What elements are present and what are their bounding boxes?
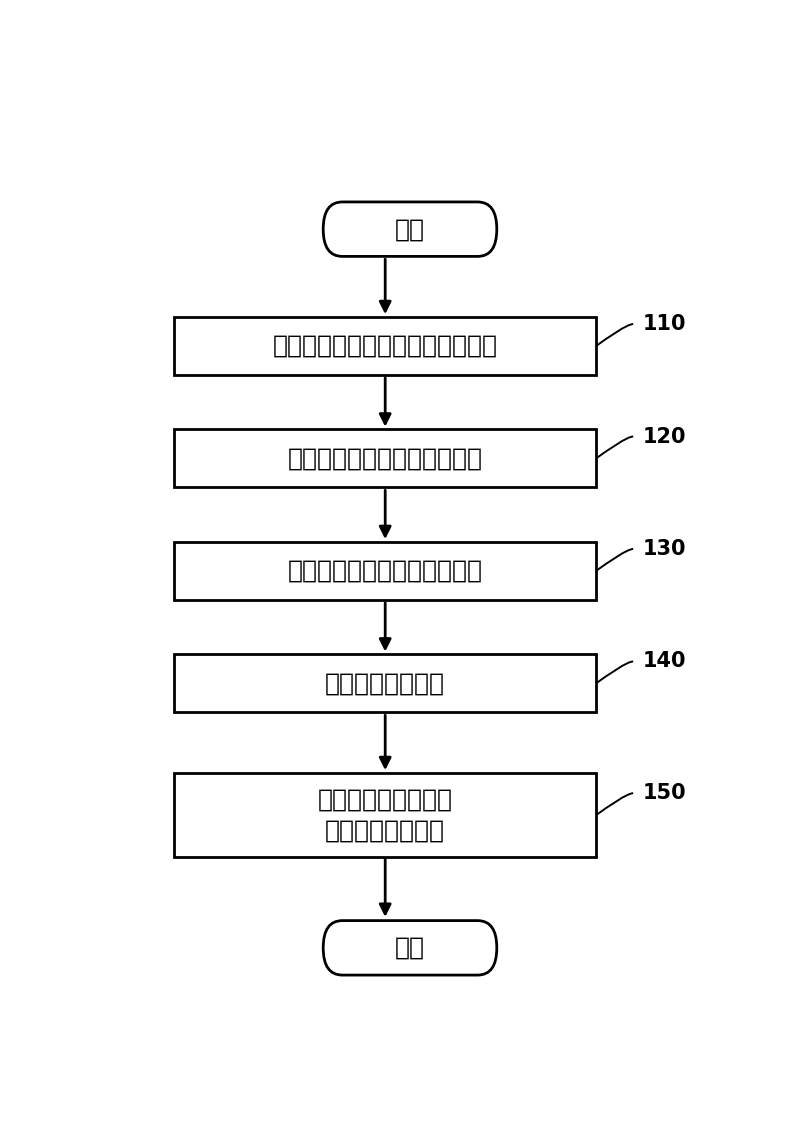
Text: 130: 130 <box>642 539 686 559</box>
FancyBboxPatch shape <box>323 921 497 976</box>
Text: 输出第三控制信号: 输出第三控制信号 <box>325 671 445 695</box>
FancyBboxPatch shape <box>174 429 596 487</box>
Text: 选择输出第一时锤信
号或第二时锤信号: 选择输出第一时锤信 号或第二时锤信号 <box>318 787 453 843</box>
Text: 120: 120 <box>642 427 686 446</box>
Text: 输出第一控制信号及第二控制信号: 输出第一控制信号及第二控制信号 <box>273 334 498 358</box>
FancyBboxPatch shape <box>174 317 596 375</box>
Text: 开始: 开始 <box>395 217 425 241</box>
FancyBboxPatch shape <box>323 202 497 257</box>
Text: 输出或停止产生第二时锤信号: 输出或停止产生第二时锤信号 <box>288 559 482 583</box>
Text: 110: 110 <box>642 314 686 334</box>
FancyBboxPatch shape <box>174 774 596 857</box>
Text: 140: 140 <box>642 652 686 671</box>
Text: 输出或停止产生第一时锤信号: 输出或停止产生第一时锤信号 <box>288 446 482 470</box>
FancyBboxPatch shape <box>174 542 596 600</box>
Text: 结束: 结束 <box>395 936 425 960</box>
Text: 150: 150 <box>642 783 686 803</box>
FancyBboxPatch shape <box>174 655 596 712</box>
